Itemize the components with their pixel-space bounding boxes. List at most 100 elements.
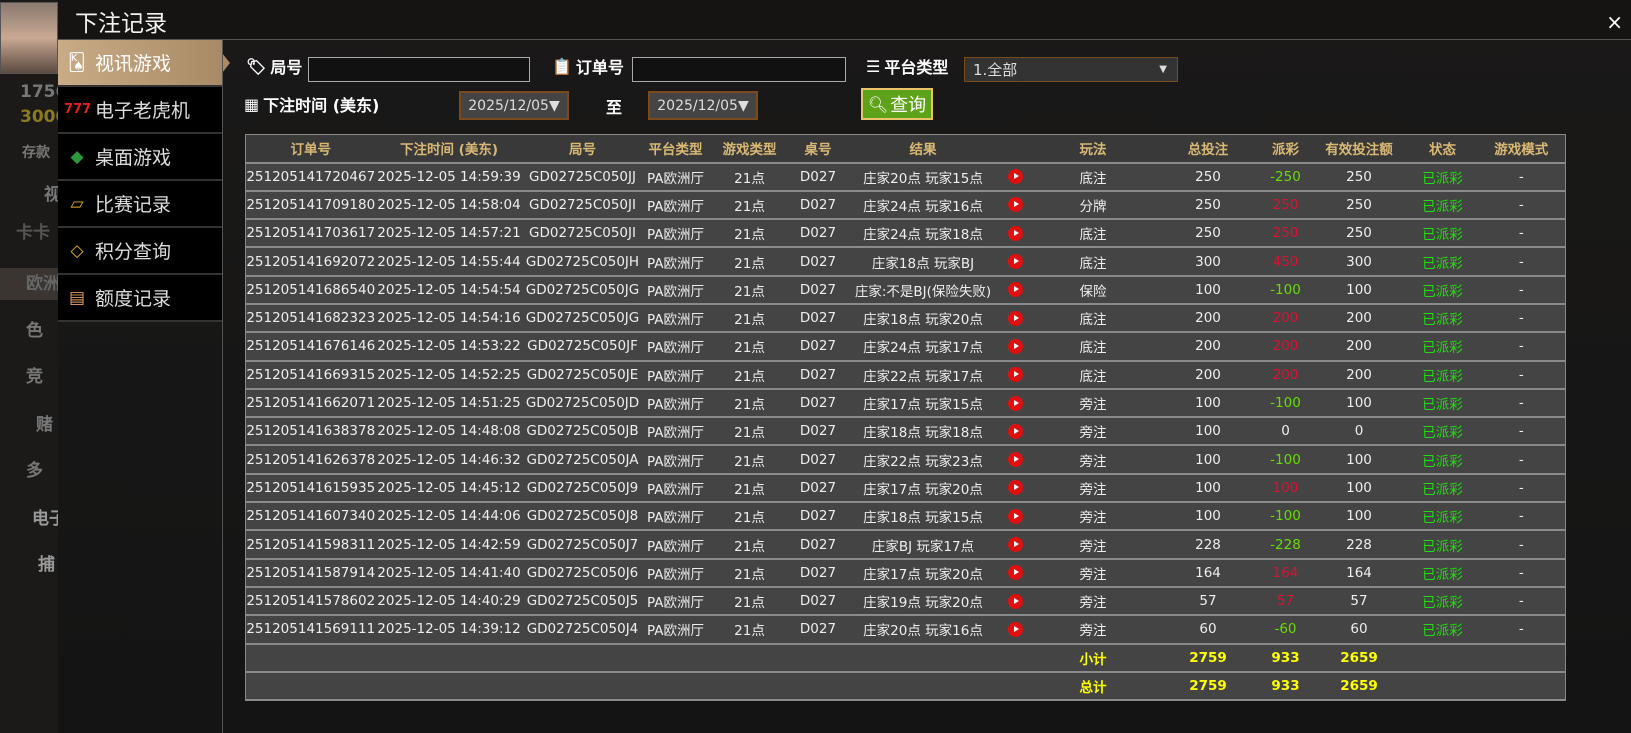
bg-item[interactable]: 卡卡 <box>16 223 50 243</box>
platform-label: ☰ 平台类型 <box>866 54 948 78</box>
menu-item-match-records[interactable]: ▱ 比赛记录 <box>58 181 222 228</box>
replay-cell <box>1000 219 1031 249</box>
replay-cell <box>1000 586 1031 617</box>
cell-total-bet: 100 <box>1155 502 1261 532</box>
play-video-icon[interactable] <box>1008 480 1023 496</box>
menu-item-table-games[interactable]: ◆ 桌面游戏 <box>58 134 222 181</box>
label-text: 局号 <box>270 58 303 77</box>
cell-bet-time: 2025-12-05 14:48:08 <box>375 417 523 447</box>
play-video-icon[interactable] <box>1008 593 1023 609</box>
play-video-icon[interactable] <box>1008 537 1023 552</box>
cell-status: 已派彩 <box>1407 332 1478 362</box>
cell-play-type: 旁注 <box>1030 388 1156 419</box>
play-video-icon[interactable] <box>1008 169 1023 185</box>
cell-valid-bet: 100 <box>1310 275 1408 305</box>
bg-item[interactable]: 赌 <box>36 415 53 435</box>
cell-result: 庄家24点 玩家16点 <box>845 190 1001 221</box>
cell-payout: -100 <box>1260 445 1311 475</box>
order-input[interactable] <box>632 57 846 82</box>
cell-game-mode: - <box>1477 445 1566 475</box>
play-video-icon[interactable] <box>1008 367 1023 383</box>
cell-result: 庄家18点 玩家20点 <box>845 303 1001 334</box>
play-video-icon[interactable] <box>1008 508 1023 524</box>
table-row: 251205141607340 2025-12-05 14:44:06 GD0272… <box>245 502 1566 532</box>
chips-icon: ◆ <box>70 146 84 167</box>
cell-platform: PA欧洲厅 <box>642 530 709 560</box>
bg-item[interactable]: 多 <box>26 461 43 481</box>
cell-total-bet: 250 <box>1155 162 1261 192</box>
date-from-picker[interactable]: 2025/12/05▼ <box>459 91 569 120</box>
play-video-icon[interactable] <box>1008 282 1023 298</box>
table-row: 251205141569111 2025-12-05 14:39:12 GD0272… <box>245 615 1566 645</box>
replay-cell <box>1000 275 1031 305</box>
cell-order-no: 251205141587914 <box>245 558 376 588</box>
cell-total-bet: 100 <box>1155 388 1261 419</box>
play-video-icon[interactable] <box>1008 395 1023 411</box>
bg-item[interactable]: 欧洲 <box>0 268 58 300</box>
menu-item-credit-records[interactable]: ▤ 额度记录 <box>58 275 222 322</box>
menu-item-live-games[interactable]: 🂮 视讯游戏 <box>58 40 230 87</box>
play-video-icon[interactable] <box>1008 197 1023 213</box>
table-row: 251205141720467 2025-12-05 14:59:39 GD0272… <box>245 162 1566 192</box>
cell-payout: -60 <box>1260 615 1311 645</box>
play-video-icon[interactable] <box>1008 452 1023 468</box>
cell-valid-bet: 100 <box>1310 502 1408 532</box>
cell-platform: PA欧洲厅 <box>642 502 709 532</box>
bg-item[interactable]: 竞 <box>26 367 43 387</box>
cell-game-type: 21点 <box>708 473 791 504</box>
date-to-picker[interactable]: 2025/12/05▼ <box>648 91 758 120</box>
header-play-type: 玩法 <box>1030 134 1156 164</box>
play-video-icon[interactable] <box>1008 621 1023 637</box>
play-video-icon[interactable] <box>1008 254 1023 270</box>
play-video-icon[interactable] <box>1008 423 1023 439</box>
play-video-icon[interactable] <box>1008 565 1023 581</box>
replay-cell <box>1000 502 1031 532</box>
cell-table-no: D027 <box>790 417 846 447</box>
menu-item-points[interactable]: ◇ 积分查询 <box>58 228 222 275</box>
bg-item[interactable]: 电子 <box>32 509 58 529</box>
category-menu: 🂮 视讯游戏 777 电子老虎机 ◆ 桌面游戏 ▱ 比赛记录 ◇ 积分查询 ▤ 额度记录 <box>58 40 230 322</box>
round-input[interactable] <box>308 57 530 82</box>
cell-game-mode: - <box>1477 388 1566 419</box>
header-payout: 派彩 <box>1260 134 1311 164</box>
cell-order-no: 251205141692072 <box>245 247 376 277</box>
cell-bet-time: 2025-12-05 14:44:06 <box>375 502 523 532</box>
order-label: 📋 订单号 <box>552 54 624 78</box>
cell-game-type: 21点 <box>708 162 791 192</box>
time-label: ▦ 下注时间 (美东) <box>244 92 379 116</box>
cell-game-type: 21点 <box>708 586 791 617</box>
ticket-icon: ▱ <box>70 193 84 214</box>
bg-item[interactable]: 捕 <box>38 555 55 575</box>
deposit-link[interactable]: 存款 <box>22 145 50 161</box>
platform-select[interactable]: 1.全部 ▼ <box>964 57 1178 82</box>
cell-platform: PA欧洲厅 <box>642 247 709 277</box>
replay-cell <box>1000 360 1031 390</box>
cell-valid-bet: 0 <box>1310 417 1408 447</box>
play-video-icon[interactable] <box>1008 225 1023 241</box>
cell-total-bet: 60 <box>1155 615 1261 645</box>
cell-payout: 200 <box>1260 332 1311 362</box>
cell-order-no: 251205141598311 <box>245 530 376 560</box>
play-video-icon[interactable] <box>1008 338 1023 354</box>
cell-status: 已派彩 <box>1407 586 1478 617</box>
cell-bet-time: 2025-12-05 14:58:04 <box>375 190 523 221</box>
video-link[interactable]: 视 <box>44 185 58 205</box>
slot-777-icon: 777 <box>64 102 92 117</box>
cell-result: 庄家17点 玩家20点 <box>845 473 1001 504</box>
bg-item[interactable]: 色 <box>26 321 43 341</box>
cell-order-no: 251205141578602 <box>245 586 376 617</box>
menu-item-slots[interactable]: 777 电子老虎机 <box>58 87 222 134</box>
cell-game-mode: - <box>1477 473 1566 504</box>
close-icon[interactable]: × <box>1606 10 1623 34</box>
cell-round-no: GD02725C050JA <box>522 445 643 475</box>
cell-play-type: 旁注 <box>1030 445 1156 475</box>
table-row: 251205141578602 2025-12-05 14:40:29 GD0272… <box>245 586 1566 617</box>
play-video-icon[interactable] <box>1008 310 1023 326</box>
server-icon: ☰ <box>866 56 881 76</box>
cell-game-mode: - <box>1477 332 1566 362</box>
cell-result: 庄家22点 玩家23点 <box>845 445 1001 475</box>
modal-titlebar: 下注记录 × <box>58 0 1631 40</box>
cell-bet-time: 2025-12-05 14:41:40 <box>375 558 523 588</box>
query-button[interactable]: 🔍︎ 查询 <box>861 88 933 120</box>
cell-valid-bet: 200 <box>1310 360 1408 390</box>
